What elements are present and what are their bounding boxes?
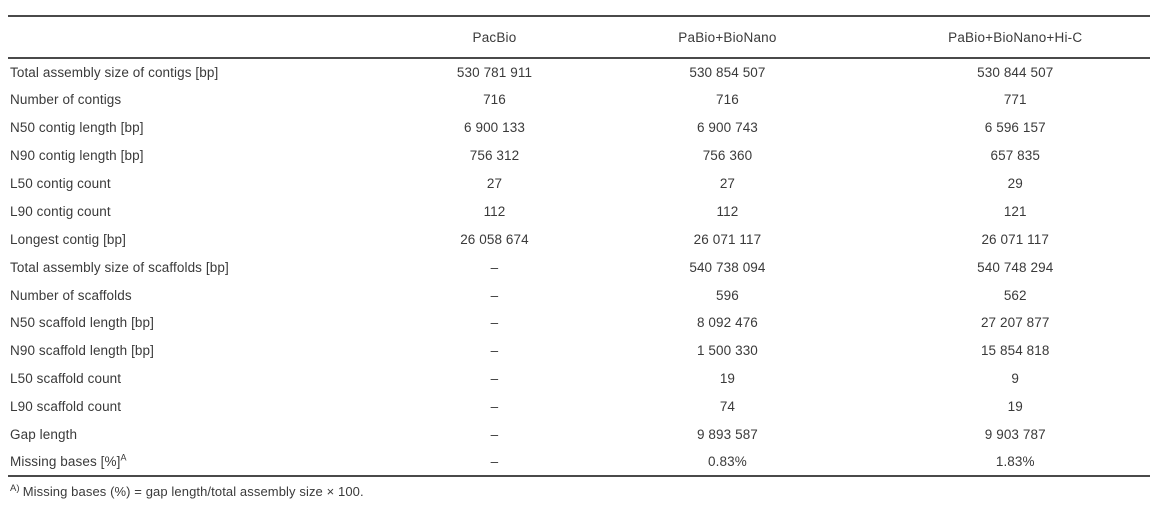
cell-value: 29 (1007, 176, 1023, 191)
cell-value: 0.83% (708, 454, 747, 470)
row-label: Total assembly size of scaffolds [bp] (10, 259, 229, 275)
cell-value: 19 (719, 371, 736, 387)
row-label: N50 scaffold length [bp] (10, 315, 154, 331)
cell-value: 26 071 117 (693, 231, 762, 247)
header-row: PacBio PaBio+BioNano PaBio+BioNano+Hi-C (8, 16, 1150, 58)
footnote-text: Missing bases (%) = gap length/total ass… (22, 484, 364, 500)
cell-value: – (490, 315, 499, 331)
cell-value: 562 (1003, 287, 1027, 303)
footnote: A) Missing bases (%) = gap length/total a… (8, 483, 1150, 500)
row-label: N90 scaffold length [bp] (10, 343, 154, 359)
cell-value: 540 738 094 (689, 259, 766, 275)
row-label: L50 scaffold count (10, 371, 122, 387)
cell-value: – (490, 287, 499, 303)
cell-value: 15 854 818 (980, 343, 1050, 359)
cell-value: 716 (483, 92, 506, 108)
table-row: Number of scaffolds – 596 562 (8, 281, 1150, 309)
row-label: Number of contigs (10, 92, 122, 108)
cell-value: 19 (1007, 399, 1023, 415)
row-label-superscript: A (120, 452, 127, 463)
table-row: Gap length – 9 893 587 9 903 787 (8, 421, 1150, 449)
cell-value: – (490, 343, 499, 359)
row-label: L50 contig count (10, 176, 111, 191)
cell-value: 6 900 743 (696, 120, 758, 136)
cell-value: 6 596 157 (984, 120, 1046, 136)
cell-value: 9 (1011, 371, 1020, 387)
cell-value: 121 (1003, 203, 1027, 219)
cell-value: 6 900 133 (464, 120, 525, 136)
row-label: L90 scaffold count (10, 399, 122, 415)
table-row: N50 scaffold length [bp] – 8 092 476 27 207… (8, 309, 1150, 337)
assembly-stats-table: PacBio PaBio+BioNano PaBio+BioNano+Hi-C … (8, 15, 1150, 478)
table-row: N90 scaffold length [bp] – 1 500 330 15 854… (8, 337, 1150, 365)
table-row: Number of contigs 716 716 771 (8, 86, 1150, 114)
cell-value: 26 058 674 (460, 231, 529, 247)
column-header-pabio-bionano: PaBio+BioNano (678, 29, 777, 45)
cell-value: 716 (716, 92, 739, 108)
cell-value: 657 835 (990, 148, 1040, 164)
cell-value: 9 893 587 (696, 427, 758, 443)
cell-value: 596 (716, 287, 739, 303)
cell-value: 27 207 877 (980, 315, 1050, 331)
cell-value: 9 903 787 (984, 427, 1046, 443)
column-header-pacbio: PacBio (472, 29, 517, 45)
cell-value: 530 781 911 (456, 64, 533, 80)
footnote-marker: A) (10, 483, 20, 495)
cell-value: 112 (716, 203, 739, 219)
table-row: L90 contig count 112 112 121 (8, 197, 1150, 225)
row-label: Number of scaffolds (10, 287, 132, 303)
cell-value: 771 (1003, 92, 1027, 108)
cell-value: 27 (486, 176, 503, 191)
cell-value: 74 (719, 399, 736, 415)
table-row: N50 contig length [bp] 6 900 133 6 900 743… (8, 114, 1150, 142)
cell-value: – (490, 399, 499, 415)
cell-value: 1 500 330 (696, 343, 758, 359)
cell-value: 1.83% (995, 454, 1035, 470)
row-label: L90 contig count (10, 203, 111, 219)
table-row: Total assembly size of contigs [bp] 530 7… (8, 58, 1150, 86)
row-label: N50 contig length [bp] (10, 120, 144, 136)
row-label: Missing bases [%]A (10, 452, 127, 470)
table-row: L90 scaffold count – 74 19 (8, 393, 1150, 421)
cell-value: – (490, 259, 499, 275)
table-row: L50 scaffold count – 19 9 (8, 365, 1150, 393)
row-label: Total assembly size of contigs [bp] (10, 64, 219, 80)
cell-value: 530 854 507 (689, 64, 766, 80)
cell-value: 756 360 (702, 148, 753, 164)
row-label: Gap length (10, 427, 78, 443)
cell-value: 756 312 (469, 148, 520, 164)
column-header-pabio-bionano-hic: PaBio+BioNano+Hi-C (948, 29, 1083, 45)
cell-value: – (490, 371, 499, 387)
table-row: N90 contig length [bp] 756 312 756 360 657 … (8, 142, 1150, 170)
cell-value: 8 092 476 (696, 315, 758, 331)
row-label: Longest contig [bp] (10, 231, 126, 247)
cell-value: – (490, 454, 499, 470)
table-row: L50 contig count 27 27 29 (8, 170, 1150, 198)
cell-value: – (490, 427, 499, 443)
cell-value: 540 748 294 (977, 259, 1054, 275)
table-row: Total assembly size of scaffolds [bp] – 54… (8, 253, 1150, 281)
table-row: Missing bases [%]A – 0.83% 1.83% (8, 448, 1150, 476)
cell-value: 26 071 117 (981, 231, 1050, 247)
cell-value: 27 (719, 176, 736, 191)
cell-value: 530 844 507 (977, 64, 1054, 80)
cell-value: 112 (483, 203, 506, 219)
column-header-empty (8, 16, 415, 58)
row-label: N90 contig length [bp] (10, 148, 144, 164)
table-row: Longest contig [bp] 26 058 674 26 071 117 2… (8, 225, 1150, 253)
